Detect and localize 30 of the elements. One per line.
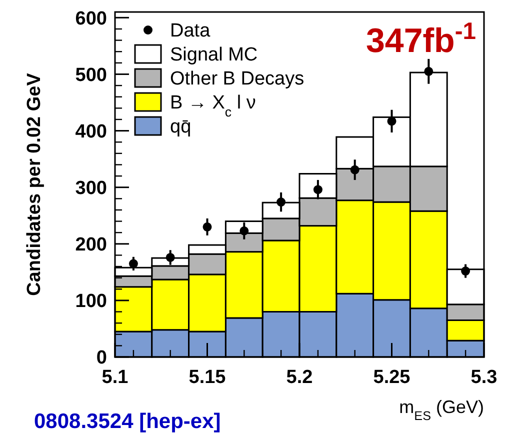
legend-label: qq̄ bbox=[170, 116, 192, 138]
legend-label: B → X$_{c}$ l ν bbox=[170, 92, 256, 120]
y-tick-label: 400 bbox=[75, 121, 107, 142]
point bbox=[202, 222, 212, 232]
y-tick-label: 200 bbox=[75, 234, 107, 256]
x-tick-label: 5.1 bbox=[102, 367, 129, 388]
y-tick-label: 500 bbox=[75, 64, 107, 86]
point bbox=[424, 66, 434, 76]
point bbox=[166, 252, 175, 262]
legend-label: Data bbox=[170, 20, 211, 42]
y-tick-label: 100 bbox=[75, 291, 107, 312]
point bbox=[387, 116, 396, 126]
legend-label: Signal MC bbox=[170, 44, 258, 66]
point bbox=[276, 198, 286, 207]
x-tick-label: 5.2 bbox=[286, 367, 313, 388]
x-tick-label: 5.15 bbox=[188, 367, 226, 388]
y-axis-title: Candidates per 0.02 GeV bbox=[24, 72, 45, 296]
x-axis-title: m$_{ES}$ (GeV) bbox=[399, 397, 484, 423]
point bbox=[313, 185, 322, 194]
x-tick-label: 5.3 bbox=[470, 367, 498, 388]
y-tick-label: 600 bbox=[75, 8, 107, 30]
point bbox=[350, 165, 360, 174]
annotation: 347fb$^{-1}$ bbox=[366, 18, 476, 60]
point bbox=[240, 226, 249, 236]
y-tick-label: 300 bbox=[75, 178, 107, 199]
y-tick-label: 0 bbox=[96, 348, 107, 369]
text: 0808.3524 [hep-ex] bbox=[34, 410, 221, 433]
legend-label: Other B Decays bbox=[170, 68, 304, 90]
point bbox=[461, 266, 470, 276]
x-tick-label: 5.25 bbox=[373, 367, 411, 388]
